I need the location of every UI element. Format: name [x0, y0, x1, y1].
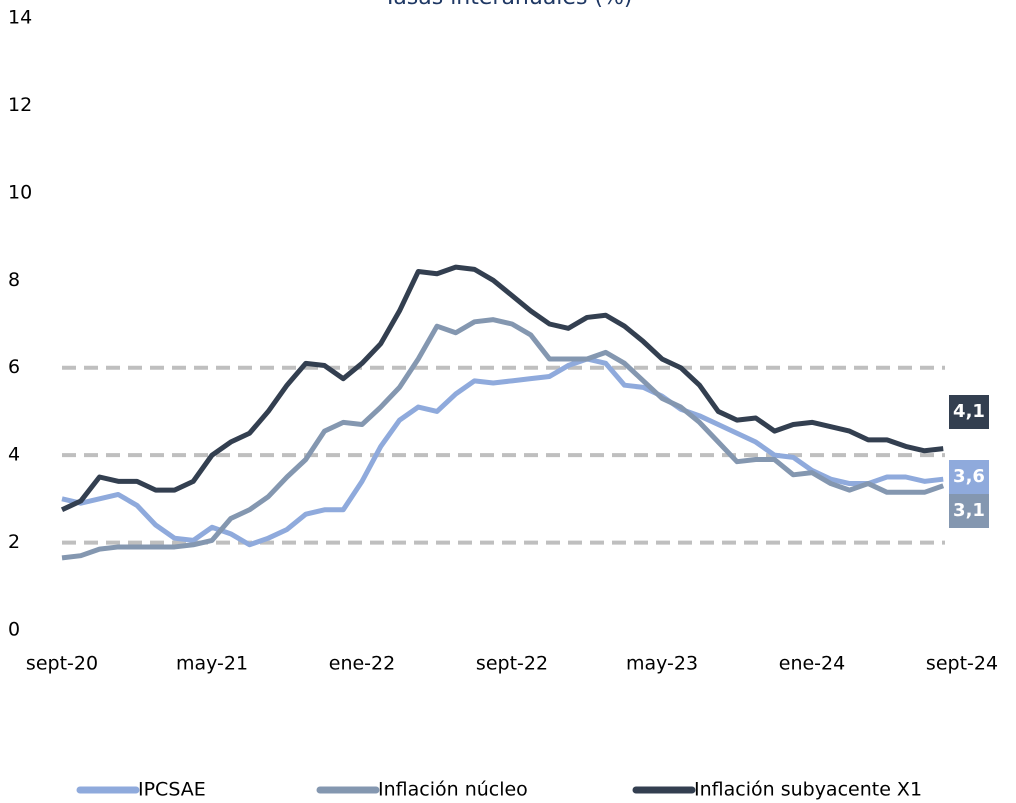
- series-line: [61, 317, 945, 561]
- y-tick-label: 8: [8, 269, 20, 291]
- y-tick-label: 6: [8, 356, 20, 378]
- legend-label: Inflación núcleo: [378, 779, 528, 801]
- x-tick-label: ene-24: [779, 653, 845, 675]
- y-tick-label: 0: [8, 619, 20, 641]
- x-tick-label: sept-20: [26, 653, 98, 675]
- legend-label: IPCSAE: [138, 779, 206, 801]
- legend-label: Inflación subyacente X1: [694, 779, 922, 801]
- end-label-box: [949, 460, 989, 494]
- y-tick-label: 10: [8, 181, 32, 203]
- x-tick-label: sept-22: [476, 653, 548, 675]
- series-line: [61, 356, 944, 548]
- y-tick-label: 4: [8, 444, 20, 466]
- chart-title: Tasas interanuales (%): [383, 0, 633, 10]
- end-label-box: [949, 494, 989, 528]
- end-label-box: [949, 395, 989, 429]
- y-tick-label: 2: [8, 531, 20, 553]
- y-tick-label: 14: [8, 7, 32, 29]
- y-tick-label: 12: [8, 94, 32, 116]
- x-tick-label: sept-24: [926, 653, 998, 675]
- series-line: [60, 264, 944, 513]
- x-tick-label: may-23: [626, 653, 698, 675]
- end-label: 3,6: [949, 460, 989, 494]
- end-label-text: 3,1: [953, 500, 985, 521]
- x-tick-label: ene-22: [329, 653, 395, 675]
- end-label-text: 4,1: [953, 401, 985, 422]
- end-label: 4,1: [949, 395, 989, 429]
- x-tick-label: may-21: [176, 653, 248, 675]
- end-label-text: 3,6: [953, 466, 985, 487]
- end-label: 3,1: [949, 494, 989, 528]
